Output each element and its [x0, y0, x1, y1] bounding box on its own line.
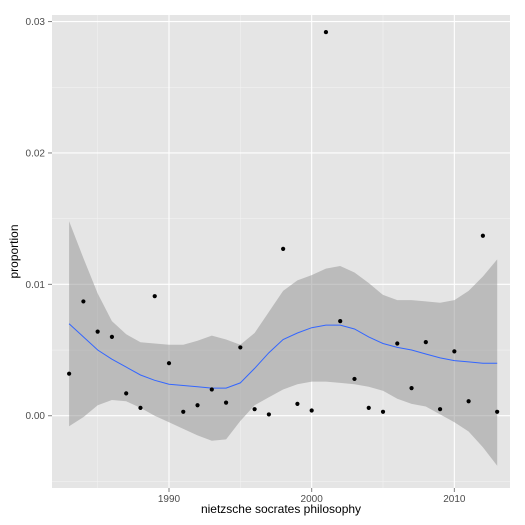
data-point: [67, 371, 72, 376]
data-point: [138, 405, 143, 410]
data-point: [281, 246, 286, 251]
data-point: [223, 400, 229, 405]
y-tick-label: 0.00: [26, 411, 46, 422]
data-point: [266, 412, 271, 417]
plot-panel: [52, 15, 510, 488]
y-axis-title: proportion: [7, 224, 21, 278]
data-point: [81, 299, 86, 304]
y-axis: 0.00 0.01 0.02 0.03: [26, 17, 52, 422]
data-point: [181, 409, 186, 414]
x-tick-label: 2000: [301, 494, 324, 505]
data-points: [67, 29, 500, 417]
x-tick-label: 2010: [443, 494, 466, 505]
data-point: [166, 361, 172, 366]
data-point: [338, 319, 343, 324]
x-axis: 1990 2000 2010: [158, 488, 466, 505]
data-point: [252, 407, 257, 412]
y-tick-label: 0.01: [26, 280, 46, 291]
data-point: [395, 341, 400, 346]
data-point: [437, 407, 443, 412]
data-point: [209, 387, 214, 392]
data-point: [409, 386, 414, 391]
data-point: [195, 403, 200, 408]
y-tick-label: 0.02: [26, 148, 46, 159]
data-point: [380, 409, 386, 414]
data-point: [95, 329, 100, 334]
data-point: [152, 294, 157, 299]
x-axis-title: nietzsche socrates philosophy: [201, 502, 361, 516]
data-point: [109, 334, 115, 340]
data-point: [238, 345, 243, 350]
data-point: [495, 409, 500, 414]
x-tick-label: 1990: [158, 494, 181, 505]
data-point: [124, 391, 129, 396]
data-point: [452, 349, 457, 354]
confidence-ribbon: [69, 221, 498, 466]
data-point: [323, 29, 329, 35]
data-point: [366, 405, 371, 410]
data-point: [466, 399, 471, 404]
data-point: [309, 408, 314, 413]
data-point: [423, 340, 428, 345]
data-point: [352, 376, 357, 382]
data-point: [295, 401, 300, 407]
data-point: [480, 233, 485, 238]
smooth-line: [68, 323, 498, 389]
y-tick-label: 0.03: [26, 17, 46, 28]
